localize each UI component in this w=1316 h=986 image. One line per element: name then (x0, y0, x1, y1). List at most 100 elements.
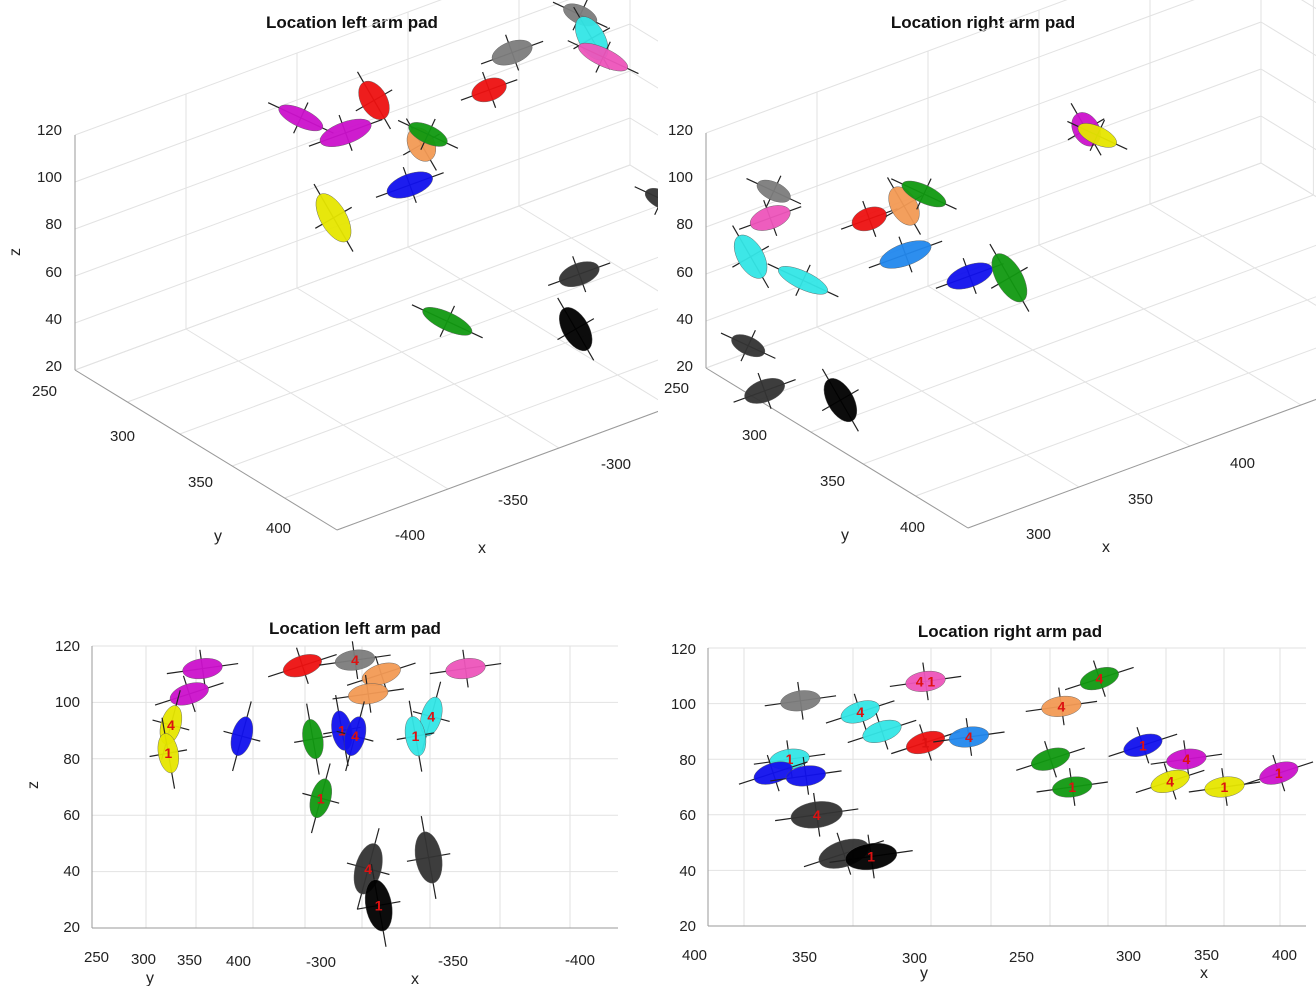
grid-line (518, 205, 658, 292)
ellipse (364, 879, 393, 932)
ellipse-mark-gray (764, 681, 837, 720)
z-tick-label: 80 (45, 216, 62, 233)
ellipse (756, 179, 791, 203)
ellipse (823, 378, 858, 423)
z-tick-label: 60 (676, 264, 693, 281)
z-axis-label: z (7, 248, 24, 256)
y-tick-label: 300 (110, 428, 135, 445)
ellipse (744, 378, 785, 404)
ellipse (404, 716, 427, 757)
whisker (634, 186, 658, 213)
ellipse-mark-cyan (732, 225, 770, 289)
ellipse (157, 733, 179, 774)
ellipse (905, 670, 946, 692)
ellipse (343, 716, 367, 756)
ellipse-mark-blue (933, 718, 1005, 756)
x-tick-label: 400 (1230, 455, 1255, 472)
ellipse-mark-green (302, 763, 340, 834)
grid-line (630, 0, 658, 137)
chart-title: Location left arm pad (269, 619, 441, 638)
ellipse (862, 719, 902, 743)
y-tick-label: 350 (820, 473, 845, 490)
ellipse-mark-magenta (154, 675, 224, 713)
ellipse (1259, 761, 1299, 785)
grid-line (927, 285, 1191, 447)
z-tick-label: 120 (671, 641, 696, 658)
z-tick-label: 60 (45, 264, 62, 281)
ellipse-mark-green (411, 304, 483, 339)
ellipse (1041, 695, 1082, 717)
ellipse (414, 831, 443, 884)
y-tick-label: 250 (84, 949, 109, 966)
ellipse-label: 4 (1183, 751, 1191, 767)
data-marks (267, 0, 658, 361)
ellipse (1079, 667, 1119, 691)
y-tick-label: 350 (188, 474, 213, 491)
grid-line (127, 205, 658, 403)
y-tick-label: 250 (664, 380, 689, 397)
y-axis-label: y (146, 970, 154, 986)
x-axis-label: x (1102, 539, 1110, 556)
ellipse (733, 234, 768, 279)
grid-line (185, 328, 449, 490)
ellipse-mark-black (547, 256, 611, 293)
grid-line (74, 0, 570, 183)
data-marks (720, 103, 1128, 432)
ellipse-mark-black (821, 368, 859, 432)
ellipse (169, 682, 209, 706)
ellipse (445, 658, 486, 680)
x-tick-label: -350 (438, 953, 468, 970)
ellipse (278, 104, 324, 132)
z-tick-label: 120 (668, 122, 693, 139)
ellipse-mark-black (733, 372, 796, 409)
ellipse-mark-magenta (166, 649, 239, 688)
ellipse (790, 801, 843, 829)
ellipse-mark-black (634, 183, 658, 216)
ellipse-label: 1 (317, 790, 325, 806)
grid (74, 0, 658, 531)
ellipse-mark-green (1036, 768, 1108, 806)
ellipse-mark-pink (889, 662, 962, 701)
z-tick-label: 80 (63, 751, 80, 768)
ellipse-mark-blue (336, 701, 374, 772)
ellipse (851, 206, 887, 232)
grid-line (810, 244, 1316, 433)
ellipse-label: 4 (364, 861, 372, 877)
grid-line (705, 0, 1068, 134)
ellipse (778, 266, 828, 295)
z-tick-label: 120 (37, 122, 62, 139)
ellipse-mark-cyan (767, 263, 839, 298)
ellipse-mark-green (397, 118, 459, 151)
z-tick-label: 20 (679, 918, 696, 935)
ellipse (182, 658, 223, 680)
ellipse (1150, 769, 1190, 793)
x-tick-label: -400 (395, 527, 425, 544)
y-tick-label: 350 (177, 952, 202, 969)
grid-line (296, 287, 560, 449)
y-axis (74, 369, 338, 531)
y-axis-label: y (214, 528, 222, 545)
ellipse-mark-gray (480, 34, 544, 71)
ellipse-mark-black (406, 816, 451, 899)
ellipse (302, 719, 324, 760)
ellipse-mark-magenta (1150, 740, 1223, 779)
grid-line (705, 68, 1262, 275)
ellipse-label: 4 (351, 728, 359, 744)
ellipse-mark-blue (868, 236, 943, 273)
ellipse-label: 1 (412, 728, 420, 744)
ellipse-label: 4 (813, 807, 821, 823)
ellipse (1166, 748, 1207, 770)
z-tick-label: 80 (676, 216, 693, 233)
x-tick-label: 300 (1026, 526, 1051, 543)
ellipse-mark-green (1064, 660, 1134, 697)
ellipse-mark-red (891, 724, 960, 761)
z-tick-label: 20 (63, 919, 80, 936)
ellipse-label: 4 (167, 717, 175, 733)
ellipse-mark-cyan (396, 700, 435, 772)
ellipse (901, 180, 947, 208)
x-tick-label: 250 (1009, 949, 1034, 966)
x-axis-label: x (478, 540, 486, 557)
ellipse (491, 39, 533, 66)
z-tick-labels: 120 100 80 60 40 20 (55, 638, 80, 936)
